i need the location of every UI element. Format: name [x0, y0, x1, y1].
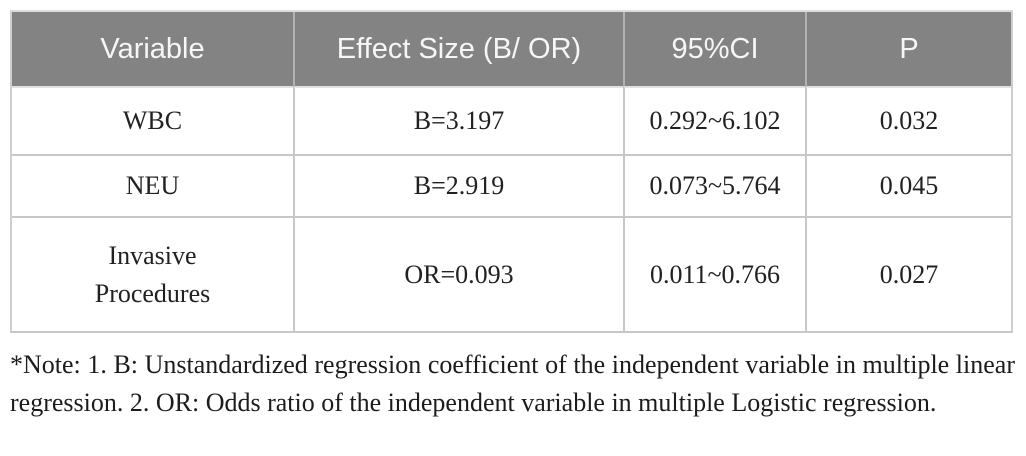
cell-effect-size: OR=0.093: [293, 218, 623, 331]
cell-95ci: 0.011~0.766: [623, 218, 805, 331]
table-footnote: *Note: 1. B: Unstandardized regression c…: [10, 350, 1015, 417]
cell-variable: Invasive Procedures: [12, 218, 293, 331]
column-header-p: P: [805, 12, 1011, 88]
cell-variable: NEU: [12, 156, 293, 218]
column-header-variable: Variable: [12, 12, 293, 88]
cell-p: 0.045: [805, 156, 1011, 218]
table-row-wbc: WBC B=3.197 0.292~6.102 0.032: [12, 88, 1011, 156]
cell-variable-text: Invasive Procedures: [94, 240, 211, 308]
cell-95ci: 0.292~6.102: [623, 88, 805, 156]
column-header-95ci: 95%CI: [623, 12, 805, 88]
cell-effect-size: B=3.197: [293, 88, 623, 156]
table-header-row: Variable Effect Size (B/ OR) 95%CI P: [12, 12, 1011, 88]
cell-p: 0.027: [805, 218, 1011, 331]
regression-results-table: Variable Effect Size (B/ OR) 95%CI P WBC…: [10, 10, 1013, 333]
cell-95ci: 0.073~5.764: [623, 156, 805, 218]
table-row-neu: NEU B=2.919 0.073~5.764 0.045: [12, 156, 1011, 218]
cell-variable: WBC: [12, 88, 293, 156]
table-row-invasive-procedures: Invasive Procedures OR=0.093 0.011~0.766…: [12, 218, 1011, 331]
column-header-effect-size: Effect Size (B/ OR): [293, 12, 623, 88]
cell-effect-size: B=2.919: [293, 156, 623, 218]
cell-p: 0.032: [805, 88, 1011, 156]
